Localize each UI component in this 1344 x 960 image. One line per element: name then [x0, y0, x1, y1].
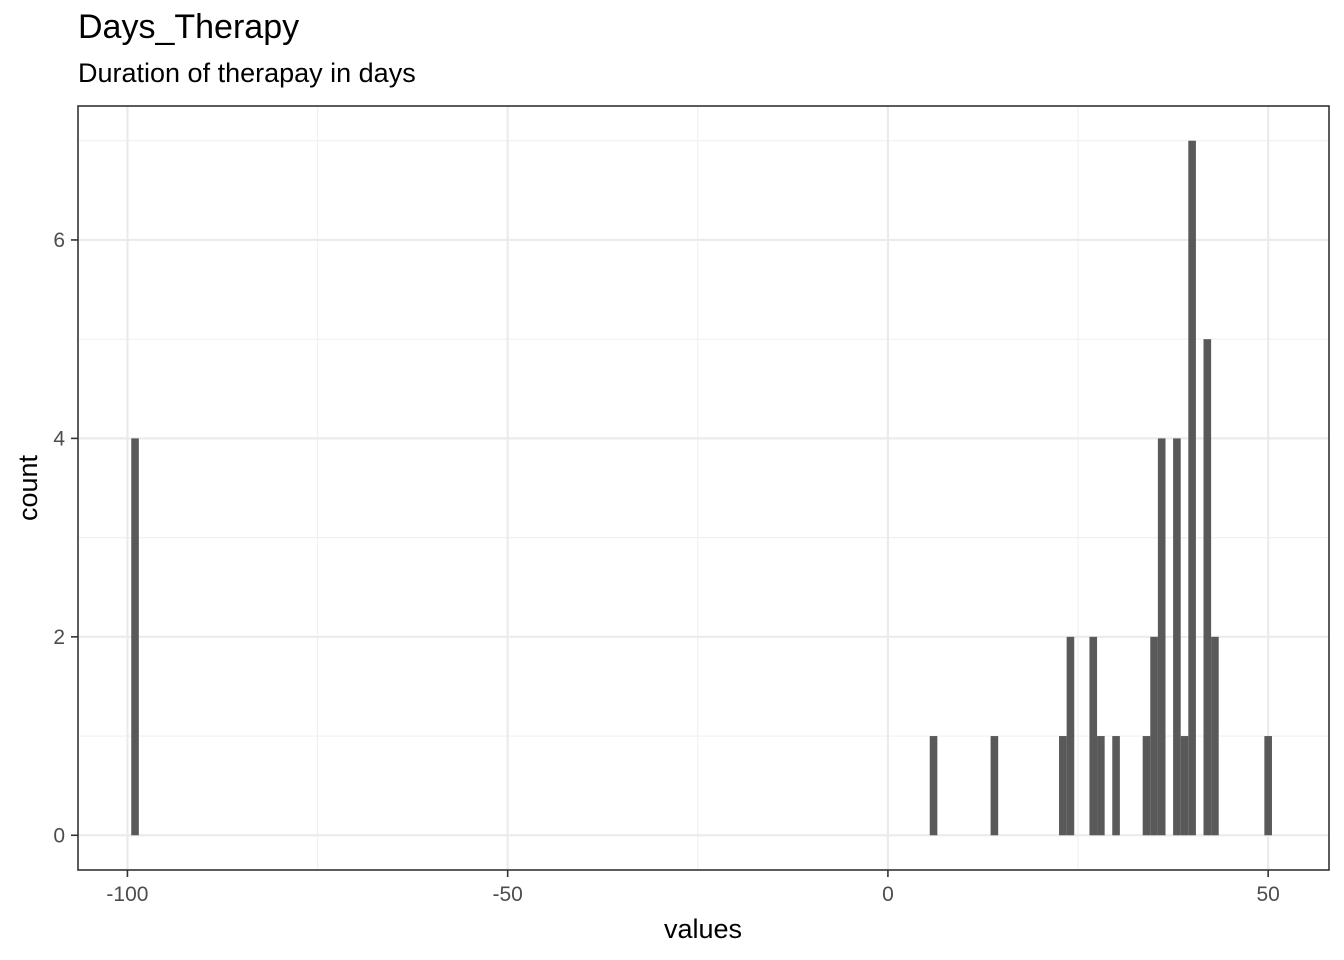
y-axis-title: count [13, 454, 43, 521]
x-axis-title: values [664, 914, 742, 944]
histogram-bar [1150, 636, 1158, 836]
histogram-bar [1188, 140, 1196, 836]
histogram-bar [1142, 736, 1151, 836]
y-tick-label: 4 [53, 427, 65, 450]
major-gridlines [78, 106, 1329, 870]
histogram-bar [1112, 736, 1120, 836]
histogram-bar [990, 736, 999, 836]
y-tick-label: 2 [53, 626, 65, 649]
x-tick-label: 0 [882, 883, 894, 906]
histogram-bar [1180, 736, 1189, 836]
histogram-bar [1089, 636, 1098, 836]
x-axis: -100 -50 0 50 [106, 870, 1280, 906]
y-tick-label: 6 [53, 229, 65, 252]
histogram-bars [131, 140, 1272, 836]
y-axis: 0 2 4 6 [53, 229, 78, 847]
histogram-bar [1157, 438, 1166, 836]
histogram-bar [1097, 736, 1105, 836]
histogram-bar [131, 438, 139, 836]
plot-border [77, 105, 1330, 871]
histogram-bar [1173, 438, 1181, 836]
chart-title: Days_Therapy [78, 8, 300, 46]
plot-background [78, 106, 1329, 870]
histogram-bar [1066, 636, 1075, 836]
x-tick-label: 50 [1256, 883, 1279, 906]
x-tick-label: -50 [492, 883, 522, 906]
histogram-bar [929, 736, 938, 836]
histogram-bar [1203, 339, 1212, 836]
minor-gridlines [78, 106, 1329, 870]
histogram-bar [1059, 736, 1067, 836]
x-tick-label: -100 [106, 883, 148, 906]
histogram-bar [1264, 736, 1272, 836]
chart-subtitle: Duration of therapay in days [78, 58, 416, 88]
y-tick-label: 0 [53, 824, 65, 847]
histogram-bar [1211, 636, 1219, 836]
